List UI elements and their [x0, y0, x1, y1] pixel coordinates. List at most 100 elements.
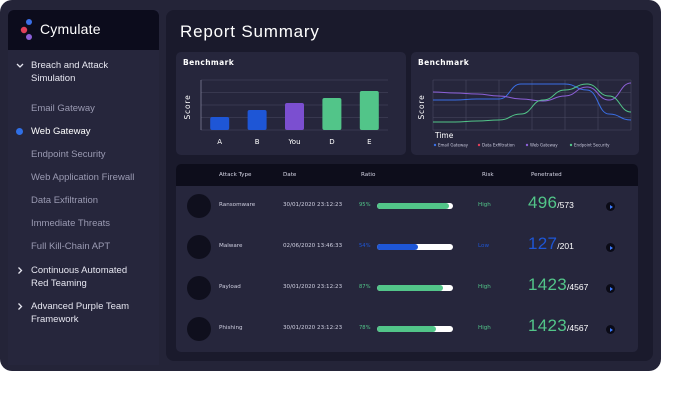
chevron-down-icon	[16, 63, 24, 68]
sidebar-item-label: Breach and Attack Simulation	[31, 60, 109, 84]
play-icon[interactable]	[606, 202, 615, 211]
ratio-bar	[377, 203, 453, 209]
header-date: Date	[283, 172, 297, 178]
date-cell: 02/06/2020 13:46:33	[283, 243, 343, 249]
sidebar-item-label: Continuous Automated Red Teaming	[31, 265, 128, 289]
penetrated-cell: 1423/4567	[528, 316, 588, 336]
ratio-label: 95%	[359, 202, 371, 208]
x-tick-label: A	[217, 138, 222, 146]
attack-type-cell: Ransomware	[219, 202, 256, 208]
legend-marker	[433, 143, 437, 147]
ratio-bar	[377, 326, 453, 332]
penetrated-cell: 496/573	[528, 193, 574, 213]
header-penetrated: Penetrated	[531, 172, 562, 178]
penetrated-total: /4567	[567, 282, 589, 292]
y-axis-label: Score	[417, 94, 426, 119]
legend-label: Web Gateway	[530, 143, 558, 148]
legend-label: Endpoint Security	[574, 143, 610, 148]
play-icon[interactable]	[606, 325, 615, 334]
series-line-web-gateway	[432, 82, 632, 102]
penetrated-cell: 127/201	[528, 234, 574, 254]
benchmark-line-card: Benchmark Score Time Email Gateway Data Exf…	[411, 52, 639, 155]
avatar	[187, 317, 211, 341]
bar-d	[322, 98, 342, 130]
ratio-bar	[377, 244, 453, 250]
attack-table: Attack Type Date Ratio Risk Penetrated R…	[176, 164, 638, 352]
sidebar-item-label-line2: Framework	[31, 314, 79, 325]
sidebar-item-label-line2: Simulation	[31, 73, 76, 84]
benchmark-bar-chart: Score A B You D E	[183, 79, 388, 146]
legend-marker	[525, 143, 529, 147]
ratio-bar	[377, 285, 453, 291]
sidebar: Cymulate Breach and Attack Simulation Emai…	[8, 10, 159, 365]
brand-bar: Cymulate	[8, 10, 159, 50]
ratio-bar-fill	[377, 285, 444, 291]
ratio-bar-fill	[377, 326, 437, 332]
penetrated-total: /201	[557, 241, 574, 251]
line-chart-title: Benchmark	[418, 58, 470, 67]
attack-type-cell: Phishing	[219, 325, 243, 331]
sidebar-item-label: Data Exfiltration	[31, 195, 99, 206]
header-ratio: Ratio	[361, 172, 376, 178]
benchmark-bar-card: Benchmark Score A B You D E	[176, 52, 406, 155]
bar-chart-title: Benchmark	[183, 58, 235, 67]
ratio-label: 78%	[359, 325, 371, 331]
active-indicator-dot	[16, 128, 23, 135]
penetrated-count: 1423	[528, 275, 568, 294]
table-row[interactable]: Payload 30/01/2020 23:12:23 87% High 1423/45…	[176, 268, 638, 309]
table-row[interactable]: Phishing 30/01/2020 23:12:23 78% High 1423/4…	[176, 309, 638, 350]
penetrated-total: /573	[557, 200, 574, 210]
page-title: Report Summary	[180, 22, 320, 41]
cymulate-logo-icon	[20, 19, 32, 40]
header-risk: Risk	[482, 172, 494, 178]
table-row[interactable]: Malware 02/06/2020 13:46:33 54% Low 127/201	[176, 227, 638, 268]
risk-cell: Low	[478, 243, 490, 249]
legend-marker	[477, 143, 481, 147]
ratio-label: 87%	[359, 284, 371, 290]
sidebar-item-label: Email Gateway	[31, 103, 95, 114]
sidebar-item-label: Advanced Purple Team Framework	[31, 301, 130, 325]
date-cell: 30/01/2020 23:12:23	[283, 202, 343, 208]
penetrated-total: /4567	[567, 323, 589, 333]
date-cell: 30/01/2020 23:12:23	[283, 325, 343, 331]
x-tick-label: You	[287, 138, 300, 146]
bar-a	[210, 117, 230, 130]
attack-type-cell: Malware	[219, 243, 243, 249]
attack-type-cell: Payload	[219, 284, 241, 290]
bar-you	[285, 103, 304, 130]
penetrated-cell: 1423/4567	[528, 275, 588, 295]
risk-cell: High	[478, 325, 491, 331]
bar-e	[359, 91, 379, 130]
sidebar-item-label-line2: Red Teaming	[31, 278, 87, 289]
legend-marker	[569, 143, 573, 147]
ratio-bar-fill	[377, 244, 419, 250]
x-axis-label: Time	[434, 131, 454, 140]
table-row[interactable]: Ransomware 30/01/2020 23:12:23 95% High 496/…	[176, 186, 638, 227]
sidebar-item-label: Endpoint Security	[31, 149, 106, 160]
date-cell: 30/01/2020 23:12:23	[283, 284, 343, 290]
play-icon[interactable]	[606, 284, 615, 293]
sidebar-item-label: Immediate Threats	[31, 218, 111, 229]
risk-cell: High	[478, 284, 491, 290]
legend-label: Data Exfiltration	[482, 143, 515, 148]
avatar	[187, 276, 211, 300]
main-panel: Report Summary Benchmark Score A B You D E Be…	[166, 10, 653, 361]
benchmark-line-chart: Score Time Email Gateway Data Exfiltration W…	[417, 79, 632, 148]
chevron-right-icon	[18, 303, 23, 310]
risk-cell: High	[478, 202, 491, 208]
play-icon[interactable]	[606, 243, 615, 252]
avatar	[187, 235, 211, 259]
legend-label: Email Gateway	[438, 143, 469, 148]
x-tick-label: B	[255, 138, 260, 146]
penetrated-count: 127	[528, 234, 558, 253]
brand-name: Cymulate	[40, 21, 101, 37]
bar-b	[247, 110, 267, 130]
y-axis-label: Score	[183, 94, 192, 119]
series-line-email-gateway	[432, 83, 632, 121]
avatar	[187, 194, 211, 218]
sidebar-item-label: Web Gateway	[31, 126, 91, 137]
penetrated-count: 1423	[528, 316, 568, 335]
sidebar-item-label: Web Application Firewall	[31, 172, 135, 183]
ratio-bar-fill	[377, 203, 450, 209]
ratio-label: 54%	[359, 243, 371, 249]
